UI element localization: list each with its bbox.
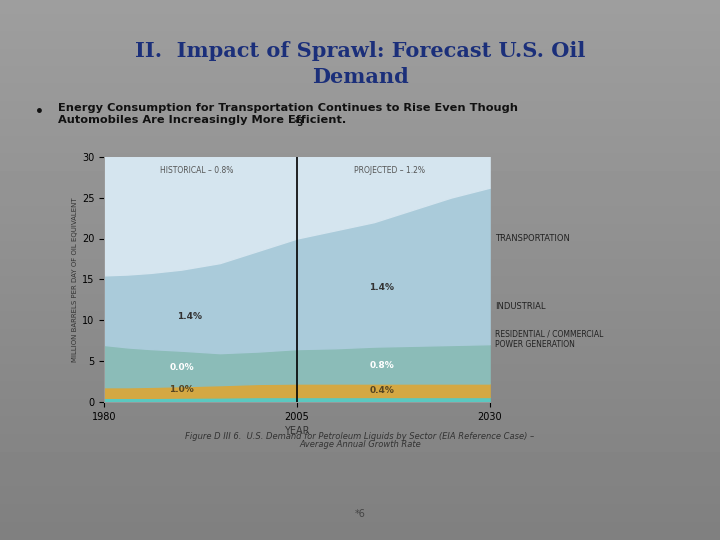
Text: POWER GENERATION: POWER GENERATION xyxy=(495,340,575,349)
Text: •: • xyxy=(35,105,43,119)
Text: TRANSPORTATION: TRANSPORTATION xyxy=(495,234,570,243)
Text: INDUSTRIAL: INDUSTRIAL xyxy=(495,302,546,311)
Text: II.  Impact of Sprawl: Forecast U.S. Oil: II. Impact of Sprawl: Forecast U.S. Oil xyxy=(135,40,585,61)
Text: 1.4%: 1.4% xyxy=(369,283,395,292)
X-axis label: YEAR: YEAR xyxy=(284,426,310,436)
Text: 0.8%: 0.8% xyxy=(369,361,394,370)
Text: Automobiles Are Increasingly More Efficient.: Automobiles Are Increasingly More Effici… xyxy=(58,115,346,125)
Text: 1.0%: 1.0% xyxy=(169,385,194,394)
Text: 1.4%: 1.4% xyxy=(176,312,202,321)
Text: Average Annual Growth Rate: Average Annual Growth Rate xyxy=(299,441,421,449)
Text: Figure D III 6.  U.S. Demand for Petroleum Liquids by Sector (EIA Reference Case: Figure D III 6. U.S. Demand for Petroleu… xyxy=(185,432,535,441)
Text: 0.0%: 0.0% xyxy=(169,363,194,373)
Text: Demand: Demand xyxy=(312,66,408,87)
Text: PROJECTED – 1.2%: PROJECTED – 1.2% xyxy=(354,166,425,176)
Text: 0.4%: 0.4% xyxy=(369,386,394,395)
Text: RESIDENTIAL / COMMERCIAL: RESIDENTIAL / COMMERCIAL xyxy=(495,329,604,338)
Text: Energy Consumption for Transportation Continues to Rise Even Though: Energy Consumption for Transportation Co… xyxy=(58,103,518,113)
Text: *6: *6 xyxy=(354,509,366,519)
Text: *3: *3 xyxy=(294,119,304,128)
Y-axis label: MILLION BARRELS PER DAY OF OIL EQUIVALENT: MILLION BARRELS PER DAY OF OIL EQUIVALEN… xyxy=(72,197,78,362)
Text: HISTORICAL – 0.8%: HISTORICAL – 0.8% xyxy=(160,166,233,176)
